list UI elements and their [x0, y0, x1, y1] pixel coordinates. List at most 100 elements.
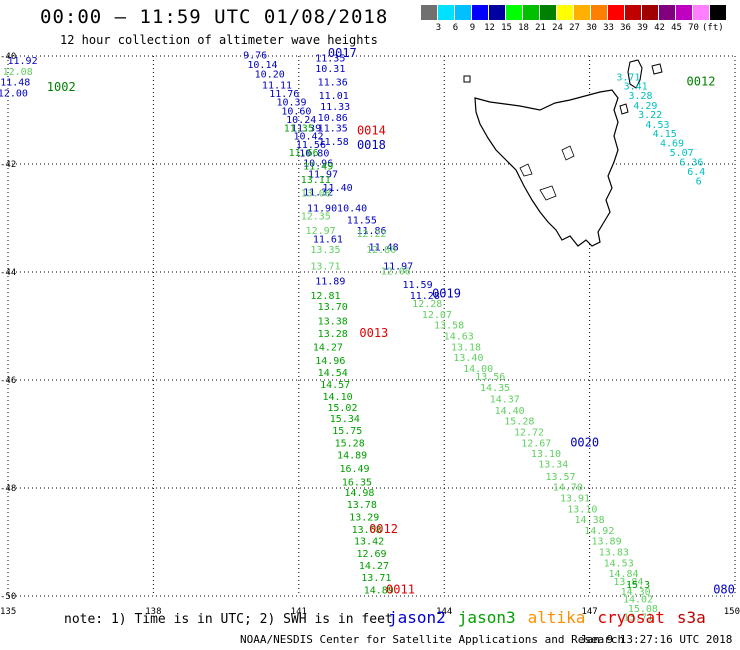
wave-height-label: 11.55 — [347, 215, 377, 226]
wave-height-label: 5.07 — [670, 148, 694, 159]
pass-id-label: 0012 — [687, 75, 716, 89]
wave-height-label: 13.38 — [318, 316, 348, 327]
wave-height-label: 15.75 — [332, 426, 362, 437]
wave-height-label: 13.71 — [623, 612, 653, 623]
wave-height-label: 14.10 — [323, 392, 353, 403]
tasmania-landmass — [474, 89, 619, 247]
wave-height-label: 10.14 — [247, 60, 277, 71]
wave-height-label: 10.24 — [286, 115, 316, 126]
tasmania-coastline — [463, 59, 663, 247]
wave-height-label: 12.08 — [3, 67, 33, 78]
lon-label: 141 — [291, 607, 307, 617]
wave-height-label: 4.29 — [633, 101, 657, 112]
satellite-legend: jason2 jason3 altika cryosat s3a — [388, 608, 706, 627]
wave-height-label: 13.11 — [301, 175, 331, 186]
axis-ticks: -40 -42 -44 -46 -48 -50 135 138 141 144 147 150 — [0, 52, 740, 617]
wave-height-label: 3.41 — [624, 81, 648, 92]
pass-id-label: 0017 — [328, 46, 357, 60]
wave-height-label: 11.56 — [296, 140, 326, 151]
wave-height-label: 13.58 — [434, 321, 464, 332]
colorbar-tick-label: 70 — [688, 23, 699, 33]
colorbar-tick-label: 21 — [535, 23, 546, 33]
colorbar-tick-label: 15 — [501, 23, 512, 33]
wave-height-label: 4.53 — [645, 120, 669, 131]
wave-height-label: 11.92 — [7, 56, 37, 67]
wave-height-label: 14.53 — [604, 558, 634, 569]
wave-height-label: 14.27 — [313, 342, 343, 353]
lon-label: 147 — [581, 607, 597, 617]
wave-height-label: 11.28 — [410, 291, 440, 302]
lat-label: -42 — [0, 160, 16, 170]
colorbar-tick-label: 6 — [452, 23, 459, 33]
wave-height-label: 13.10 — [567, 504, 597, 515]
colorbar-swatch — [523, 5, 540, 20]
lat-label: -46 — [0, 376, 16, 386]
pass-id-label: 0014 — [357, 123, 386, 137]
wave-height-label: 14.00 — [463, 364, 493, 375]
wave-height-label: 12.97 — [306, 226, 336, 237]
small-island-1 — [651, 63, 663, 75]
wave-height-label: 16.49 — [339, 464, 369, 475]
colorbar-swatch — [574, 5, 591, 20]
colorbar-swatch — [455, 5, 472, 20]
colorbar-swatch — [676, 5, 693, 20]
wave-height-label: 3.22 — [638, 110, 662, 121]
wave-height-label: 13.34 — [538, 459, 568, 470]
wave-height-label: 11.48 — [369, 242, 399, 253]
wave-height-label: 11.11 — [262, 80, 292, 91]
wave-height-label: 12.07 — [422, 310, 452, 321]
wave-height-label: 11.48 — [0, 78, 30, 89]
wave-height-label: 12.28 — [412, 299, 442, 310]
wave-height-label: 10.60 — [281, 106, 311, 117]
wave-height-label: 11.86 — [356, 226, 386, 237]
wave-height-label: 13.29 — [349, 512, 379, 523]
lon-label: 150 — [724, 607, 740, 617]
wave-height-label: 3.28 — [628, 91, 652, 102]
wave-height-label: 14.54 — [318, 368, 348, 379]
wave-height-label: 15.08 — [628, 604, 658, 615]
wave-height-label: 11.33 — [320, 102, 350, 113]
credit-text: NOAA/NESDIS Center for Satellite Applica… — [240, 633, 625, 646]
wave-height-label: 13.71 — [310, 261, 340, 272]
wave-height-label: 11.66 — [289, 148, 319, 159]
wave-height-label: 14.70 — [553, 483, 583, 494]
wave-height-label: 14.98 — [344, 488, 374, 499]
wave-height-label: 15.02 — [327, 403, 357, 414]
wave-height-label: 13.28 — [318, 329, 348, 340]
inland-water — [519, 145, 575, 201]
legend-entry: altika — [527, 608, 586, 627]
wave-height-label: 13.68 — [352, 525, 382, 536]
wave-height-label: 11.32 — [303, 187, 333, 198]
pass-id-label: 0013 — [359, 326, 388, 340]
wave-height-label: 14.35 — [480, 383, 510, 394]
wave-height-label: 10.31 — [315, 64, 345, 75]
wave-height-label: 12.22 — [356, 229, 386, 240]
colorbar-swatch — [693, 5, 710, 20]
wave-height-label: 3.71 — [616, 72, 640, 83]
map-subtitle: 12 hour collection of altimeter wave hei… — [60, 33, 378, 47]
wave-height-label: 10.80 — [299, 148, 329, 159]
altimeter-tracks: 9.7610.1410.2011.1111.7610.3910.6010.241… — [0, 51, 705, 624]
colorbar-swatch — [540, 5, 557, 20]
wave-height-label: 11.35 — [284, 124, 314, 135]
wave-height-label: 10.20 — [255, 70, 285, 81]
wave-height-label: 14.92 — [584, 526, 614, 537]
wave-height-label: 11.89 — [315, 276, 345, 287]
small-island-2 — [463, 75, 471, 83]
colorbar-swatch — [710, 5, 727, 20]
wave-height-label: 12.72 — [514, 428, 544, 439]
wave-height-label: 14.57 — [320, 380, 350, 391]
wave-height-label: 13.35 — [310, 245, 340, 256]
wave-height-label: 16.35 — [342, 477, 372, 488]
wave-height-label: 11.39 — [291, 124, 321, 135]
colorbar-tick-label: (ft) — [702, 23, 724, 33]
wave-height-label: 11.40 — [323, 183, 353, 194]
wave-height-label: 12.69 — [356, 549, 386, 560]
legend-entry: s3a — [676, 608, 706, 627]
wave-height-label: 13.40 — [453, 353, 483, 364]
pass-id-label: 0011 — [386, 582, 415, 596]
lat-label: -44 — [0, 268, 16, 278]
colorbar-swatch — [489, 5, 506, 20]
